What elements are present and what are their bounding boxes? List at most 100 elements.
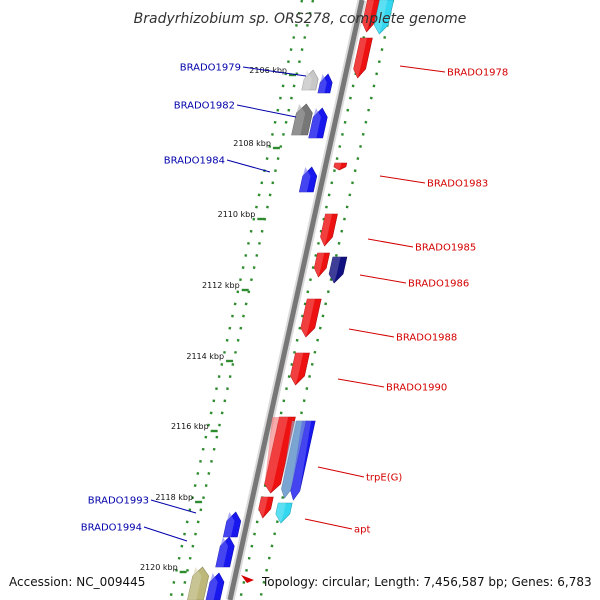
genome-backbone-core xyxy=(227,0,365,600)
gene-trpe-red[interactable] xyxy=(264,416,296,494)
gene-brado1994[interactable] xyxy=(215,536,235,568)
gene-arrow-facet xyxy=(290,421,312,500)
gene-brado1982[interactable] xyxy=(308,107,328,139)
gene-arrow-facet xyxy=(300,299,315,337)
gene-cyan-top[interactable] xyxy=(373,0,395,35)
leader-line xyxy=(150,499,197,514)
forward-gene-label[interactable]: BRADO1988 xyxy=(348,328,457,344)
leader-line xyxy=(399,65,446,73)
gene-brado1979[interactable] xyxy=(317,73,333,94)
gene-arrow-facet xyxy=(187,567,202,600)
tick-label: 2120 kbp xyxy=(140,563,178,572)
gene-arrow-facet xyxy=(223,512,235,537)
leader-line xyxy=(337,378,385,388)
gene-label[interactable]: BRADO1984 xyxy=(164,156,225,167)
leader-line xyxy=(317,466,365,478)
forward-gene-label[interactable]: BRADO1990 xyxy=(337,378,447,394)
leader-line xyxy=(367,238,414,248)
gene-arrow-facet xyxy=(275,503,286,523)
tick-label: 2114 kbp xyxy=(186,352,224,361)
gene-arrow-facet xyxy=(291,104,306,135)
leader-line xyxy=(236,104,297,118)
gene-arrow-facet xyxy=(264,417,289,493)
gene-layer[interactable] xyxy=(187,0,395,600)
gene-arrow-facet xyxy=(299,167,311,192)
gene-arrow-facet xyxy=(215,537,228,567)
reverse-gene-label[interactable]: BRADO1993 xyxy=(88,496,197,514)
leader-line xyxy=(242,66,307,77)
reverse-gene-label[interactable]: BRADO1979 xyxy=(180,63,307,77)
gene-brado1983[interactable] xyxy=(333,162,348,171)
gene-brado1985b[interactable] xyxy=(313,252,330,278)
backbone-layer xyxy=(225,0,367,600)
gene-label[interactable]: apt xyxy=(354,525,370,536)
reverse-gene-label[interactable]: BRADO1994 xyxy=(81,523,188,542)
forward-gene-label[interactable]: BRADO1978 xyxy=(399,65,508,79)
gene-label[interactable]: trpE(G) xyxy=(366,473,402,484)
tick-label: 2110 kbp xyxy=(218,210,256,219)
gene-label[interactable]: BRADO1983 xyxy=(427,179,488,190)
label-layer: BRADO1978 BRADO1983 BRADO1985 BRADO1986 BRAD… xyxy=(81,63,508,542)
genome-title: Bradyrhizobium sp. ORS278, complete geno… xyxy=(134,11,467,27)
gene-arrow-facet xyxy=(281,421,302,498)
gene-brado1984[interactable] xyxy=(298,166,318,193)
gene-bottom-olive[interactable] xyxy=(187,566,210,600)
leader-line xyxy=(348,328,395,338)
gene-trpe-blue[interactable] xyxy=(290,420,316,501)
forward-gene-label[interactable]: trpE(G) xyxy=(317,466,402,484)
forward-gene-label[interactable]: apt xyxy=(304,518,370,536)
gene-label[interactable]: BRADO1979 xyxy=(180,63,241,74)
gene-brado1990[interactable] xyxy=(290,352,310,386)
kbp-tick: 2114 kbp xyxy=(186,352,234,363)
gene-label[interactable]: BRADO1990 xyxy=(386,383,447,394)
gene-arrow-facet xyxy=(353,38,367,78)
gene-label[interactable]: BRADO1994 xyxy=(81,523,142,534)
gene-arrow-facet xyxy=(333,163,342,170)
kbp-tick: 2116 kbp xyxy=(171,422,218,433)
tick-label: 2116 kbp xyxy=(171,422,209,431)
leader-line xyxy=(304,518,353,530)
forward-gene-label[interactable]: BRADO1985 xyxy=(367,238,476,254)
kbp-tick: 2110 kbp xyxy=(218,210,265,221)
gene-label[interactable]: BRADO1985 xyxy=(415,243,476,254)
tick-label: 2108 kbp xyxy=(233,139,271,148)
gene-arrow-facet xyxy=(362,0,375,32)
kbp-tick: 2112 kbp xyxy=(202,281,249,292)
gene-label[interactable]: BRADO1978 xyxy=(447,68,508,79)
leader-line xyxy=(359,274,407,284)
gene-arrow-facet xyxy=(314,253,325,277)
gene-label[interactable]: BRADO1986 xyxy=(408,279,469,290)
gene-apt-cyan[interactable] xyxy=(275,502,293,524)
gene-brado1978[interactable] xyxy=(353,37,373,79)
gene-brado1988[interactable] xyxy=(300,298,322,338)
kbp-tick: 2108 kbp xyxy=(233,139,280,150)
topology-text: Topology: circular; Length: 7,456,587 bp… xyxy=(261,575,592,589)
gene-apt-red[interactable] xyxy=(258,496,274,519)
kbp-tick: 2120 kbp xyxy=(140,563,187,574)
gene-arrow-facet xyxy=(320,214,333,246)
gene-brado1982-gray[interactable] xyxy=(291,103,313,136)
gene-label[interactable]: BRADO1982 xyxy=(174,101,235,112)
gene-bottom-blue[interactable] xyxy=(205,572,225,600)
gene-label[interactable]: BRADO1993 xyxy=(88,496,149,507)
reverse-gene-label[interactable]: BRADO1982 xyxy=(174,101,297,118)
forward-gene-label[interactable]: BRADO1983 xyxy=(379,175,488,190)
kbp-tick: 2118 kbp xyxy=(155,493,203,504)
reverse-gene-label[interactable]: BRADO1984 xyxy=(164,156,271,173)
gene-label[interactable]: BRADO1988 xyxy=(396,333,457,344)
gene-brado1986[interactable] xyxy=(328,256,348,284)
gene-arrow-facet xyxy=(258,497,268,518)
gene-arrow-facet xyxy=(329,257,341,283)
leader-line xyxy=(226,159,271,173)
gene-brado1985[interactable] xyxy=(320,213,338,247)
leader-line xyxy=(379,175,426,184)
gene-brado1979-gray[interactable] xyxy=(301,69,319,91)
gene-red-top[interactable] xyxy=(362,0,380,33)
topology-marker-icon xyxy=(241,575,254,583)
gene-arrow-facet xyxy=(374,0,388,34)
forward-gene-label[interactable]: BRADO1986 xyxy=(359,274,469,290)
gene-brado1993[interactable] xyxy=(222,511,242,538)
